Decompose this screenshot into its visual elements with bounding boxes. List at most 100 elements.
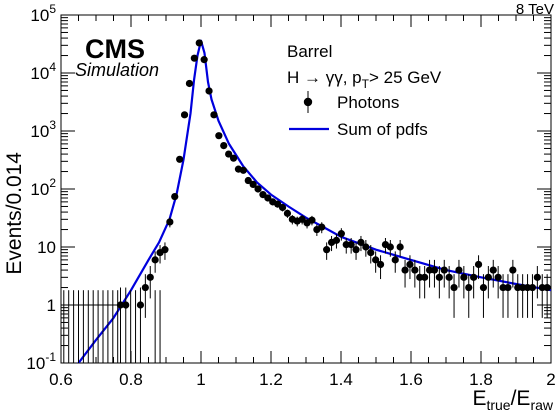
photon-marker [352,246,360,254]
photon-marker [337,230,345,238]
photon-marker [357,238,365,247]
photon-marker [391,256,399,264]
photon-point [450,274,458,318]
photon-point [504,274,512,318]
photon-point [396,240,404,257]
photon-point [484,266,492,299]
photon-marker [205,87,213,95]
photon-marker [421,273,429,281]
x-tick-label: 1.6 [399,370,423,389]
photon-marker [283,209,292,217]
photon-point [136,287,145,363]
photon-marker [190,54,198,62]
y-axis-title: Events/0.014 [3,152,26,275]
legend-pdf-label: Sum of pdfs [337,120,428,139]
photon-marker [489,266,497,274]
x-tick-label: 1.2 [259,370,283,389]
photon-point [543,274,551,318]
photon-point [146,266,154,299]
photon-marker [509,266,517,274]
photon-marker [171,192,179,201]
photon-point [479,274,488,318]
photon-point [523,274,532,318]
photon-marker [484,273,492,281]
photon-point [332,234,341,249]
photon-marker [479,283,488,292]
photon-point [509,259,517,288]
photon-point [474,255,483,280]
photon-point [200,56,208,64]
photon-point [161,242,169,260]
axis-ticks: 0.6 0.8 1 1.2 1.4 1.6 1.8 2 10-1 1 10 102 103 104 105 [26,2,555,389]
y-tick-label: 10-1 [26,350,56,373]
photon-point [249,180,257,189]
photon-marker [372,256,380,264]
photon-point [195,39,203,47]
photon-point [166,217,174,228]
photon-marker [278,203,287,212]
photon-point [347,237,355,254]
photon-marker [533,273,541,281]
photon-marker [244,176,252,185]
photon-point [122,287,130,363]
legend-region-label: Barrel [287,42,332,61]
photon-point [470,266,478,299]
photon-point [362,240,370,257]
photon-marker [450,283,458,292]
process-label-main: H → γγ, p [287,68,362,87]
legend: Barrel H → γγ, pT> 25 GeV Photons Sum of… [287,42,442,139]
photon-marker [151,256,159,264]
photon-marker [215,132,223,140]
energy-label: 8 TeV [516,1,554,18]
photon-marker [254,185,262,193]
photon-marker [396,243,404,251]
photon-point [489,259,497,288]
legend-process-label: H → γγ, pT> 25 GeV [287,68,442,91]
photon-marker [136,301,145,309]
pdf-curve-layer [76,39,551,363]
photon-marker [445,273,453,281]
x-axis-title-sub1: true [486,397,510,410]
photon-point [421,266,429,299]
photon-point [514,274,522,318]
photon-marker [332,236,341,244]
photon-point [357,235,365,252]
photon-point [430,259,439,288]
photon-point [494,266,502,299]
photon-marker [141,283,149,292]
x-tick-label: 2 [546,370,555,389]
photon-marker [308,216,316,224]
photon-marker [210,111,218,119]
photon-point [141,274,149,318]
photon-marker [225,150,233,158]
pdf-curve [76,39,551,363]
data-points-layer [61,39,551,363]
photon-point [435,266,443,299]
photon-marker [465,283,473,292]
photon-point [254,185,262,193]
photon-marker [116,301,125,309]
legend-photons-label: Photons [337,93,399,112]
y-tick-label: 102 [30,176,56,199]
photon-marker [239,166,247,174]
x-tick-label: 1 [196,370,205,389]
x-axis-title-sub2: raw [530,397,553,410]
photon-marker [401,266,409,274]
photon-point [229,154,238,162]
photon-marker [367,249,375,257]
photon-marker [440,266,448,274]
photon-point [455,259,463,288]
photon-point [205,87,213,95]
photon-point [190,54,198,62]
photon-point [283,209,292,218]
photon-point [445,266,453,299]
x-axis-title-main: E [472,387,486,410]
photon-marker [166,218,174,226]
photon-point [318,222,326,234]
photon-marker [362,243,370,251]
photon-point [176,155,184,163]
photon-point [528,274,537,318]
photon-marker [430,266,439,274]
